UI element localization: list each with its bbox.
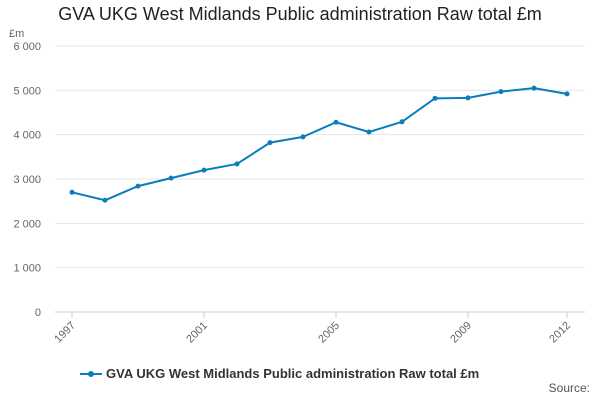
- data-point: [465, 95, 471, 101]
- data-point: [498, 89, 504, 95]
- y-tick-label: 2 000: [13, 218, 41, 230]
- data-point: [564, 91, 570, 97]
- x-tick-label: 2009: [448, 320, 474, 346]
- x-tick-label: 1997: [52, 320, 78, 346]
- data-point: [300, 134, 306, 140]
- data-point: [333, 119, 339, 125]
- data-point: [267, 140, 273, 146]
- axes: 0 1 000 2 000 3 000 4 000 5 000 6 000£m 1997 200…: [9, 28, 573, 345]
- legend-label: GVA UKG West Midlands Public administrat…: [106, 366, 480, 381]
- source-label[interactable]: Source:: [548, 381, 590, 395]
- data-point: [531, 85, 537, 91]
- y-tick-label: 1 000: [13, 263, 41, 275]
- data-point: [201, 167, 207, 173]
- y-tick-label: 6 000: [13, 41, 41, 53]
- data-point: [399, 119, 405, 125]
- data-point: [69, 189, 75, 195]
- data-point: [168, 175, 174, 181]
- data-point: [432, 95, 438, 101]
- data-point: [366, 129, 372, 135]
- series: [69, 85, 570, 203]
- x-tick-label: 2012: [547, 320, 573, 346]
- gridlines: [55, 45, 585, 313]
- y-tick-label: 5 000: [13, 85, 41, 97]
- x-tick-label: 2005: [316, 320, 342, 346]
- y-tick-label: 4 000: [13, 130, 41, 142]
- legend-swatch-icon: [80, 367, 102, 381]
- y-tick-label: 0: [35, 307, 41, 319]
- y-tick-label: 3 000: [13, 174, 41, 186]
- chart-title: GVA UKG West Midlands Public administrat…: [58, 4, 542, 24]
- y-axis-label: £m: [9, 28, 24, 40]
- series-line: [71, 87, 568, 202]
- data-point: [135, 183, 141, 189]
- legend[interactable]: GVA UKG West Midlands Public administrat…: [80, 366, 479, 381]
- data-point: [102, 197, 108, 203]
- x-tick-label: 2001: [184, 320, 210, 346]
- data-point: [234, 161, 240, 167]
